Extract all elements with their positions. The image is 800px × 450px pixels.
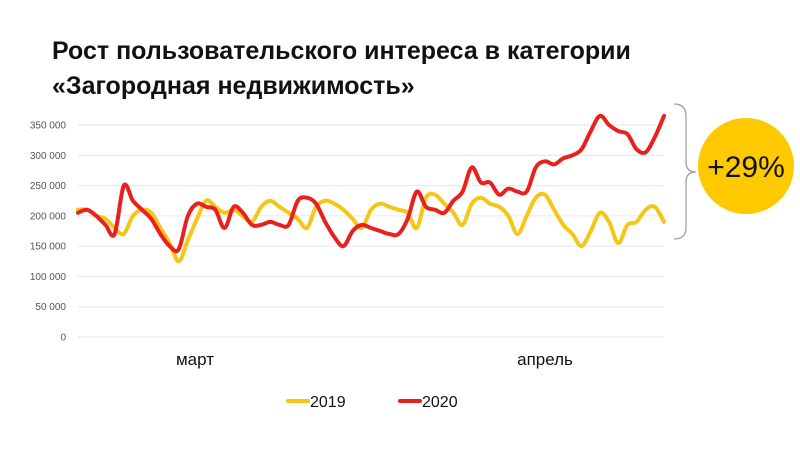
y-tick-label: 300 000 xyxy=(30,151,67,162)
series-line-2019 xyxy=(76,191,666,264)
legend-label-2020: 2020 xyxy=(422,394,458,411)
series-line-2020 xyxy=(76,113,666,254)
growth-bracket xyxy=(673,103,697,240)
y-tick-label: 200 000 xyxy=(30,211,67,222)
legend-label-2019: 2019 xyxy=(310,394,346,411)
badge-circle xyxy=(698,118,794,214)
y-tick-label: 0 xyxy=(60,333,66,344)
y-axis-tick-labels: 0 50 000 100 000 150 000 200 000 250 000 300 0… xyxy=(30,121,67,344)
grid-lines xyxy=(78,124,664,338)
y-tick-label: 350 000 xyxy=(30,121,67,132)
chart-title-line-2: «Загородная недвижимость» xyxy=(52,72,415,100)
series-lines xyxy=(76,113,666,264)
curly-brace xyxy=(673,103,697,240)
badge-text: +29% xyxy=(707,151,785,184)
y-tick-label: 100 000 xyxy=(30,272,67,283)
y-tick-label: 50 000 xyxy=(35,302,66,313)
x-period-label: март xyxy=(176,350,214,369)
x-axis-period-labels: март апрель xyxy=(176,350,573,369)
x-period-label: апрель xyxy=(517,350,573,369)
y-tick-label: 150 000 xyxy=(30,242,67,253)
chart-title: Рост пользовательского интереса в катего… xyxy=(52,34,752,104)
legend: 2019 2020 xyxy=(286,394,458,411)
growth-badge: +29% xyxy=(698,118,794,214)
chart-title-line-1: Рост пользовательского интереса в катего… xyxy=(52,37,631,65)
y-tick-label: 250 000 xyxy=(30,181,67,192)
